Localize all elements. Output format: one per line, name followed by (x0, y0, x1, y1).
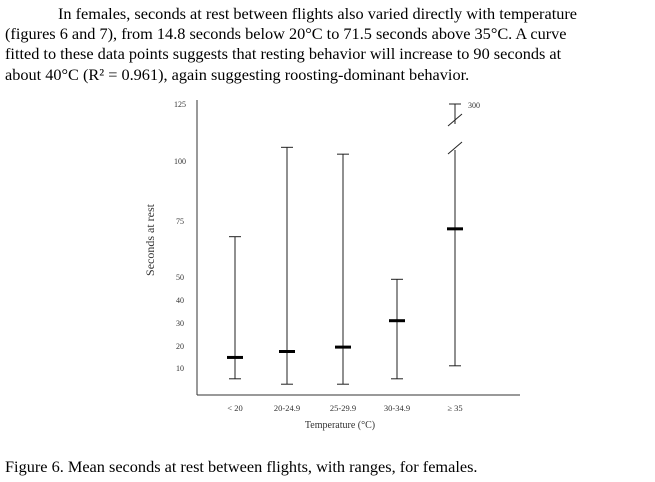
y-tick-label: 125 (174, 100, 186, 109)
x-category-label: 25-29.9 (330, 403, 356, 413)
x-category-label: ≥ 35 (447, 403, 462, 413)
chart-axes (196, 100, 520, 396)
range-bar (279, 146, 295, 385)
axis-break-label: 300 (468, 101, 480, 110)
y-tick-label: 10 (176, 364, 184, 373)
x-category-label: < 20 (227, 403, 242, 413)
axis-break-mark (447, 113, 463, 127)
paragraph-line: In females, seconds at rest between flig… (58, 4, 578, 23)
x-category-label: 20-24.9 (274, 403, 300, 413)
range-bar: 300 (447, 101, 480, 367)
x-category-labels: < 20 20-24.9 25-29.9 30-34.9 ≥ 35 (227, 403, 462, 413)
y-tick-label: 40 (176, 296, 184, 305)
paragraph-line: (figures 6 and 7), from 14.8 seconds bel… (5, 24, 567, 44)
paragraph-line: about 40°C (R² = 0.961), again suggestin… (5, 64, 470, 84)
y-tick-label: 30 (176, 319, 184, 328)
y-tick-labels: 10 20 30 40 50 75 100 125 (174, 100, 186, 373)
y-tick-label: 100 (174, 157, 186, 166)
y-tick-label: 75 (176, 217, 184, 226)
range-bar (227, 236, 243, 380)
figure-caption: Figure 6. Mean seconds at rest between f… (5, 457, 478, 476)
error-bar-chart: 10 20 30 40 50 75 100 125 < 20 20-24.9 25-29.9 30-… (143, 100, 520, 431)
range-bar (389, 278, 405, 380)
range-bars: 300 (227, 101, 480, 385)
y-tick-label: 50 (176, 273, 184, 282)
body-paragraph: In females, seconds at rest between flig… (5, 4, 650, 85)
y-tick-label: 20 (176, 342, 184, 351)
x-axis-label: Temperature (°C) (305, 420, 375, 431)
paragraph-line: fitted to these data points suggests tha… (5, 44, 562, 64)
y-axis-label: Seconds at rest (143, 203, 157, 276)
axis-break-mark (447, 141, 463, 155)
range-bar (335, 153, 351, 385)
x-category-label: 30-34.9 (384, 403, 410, 413)
